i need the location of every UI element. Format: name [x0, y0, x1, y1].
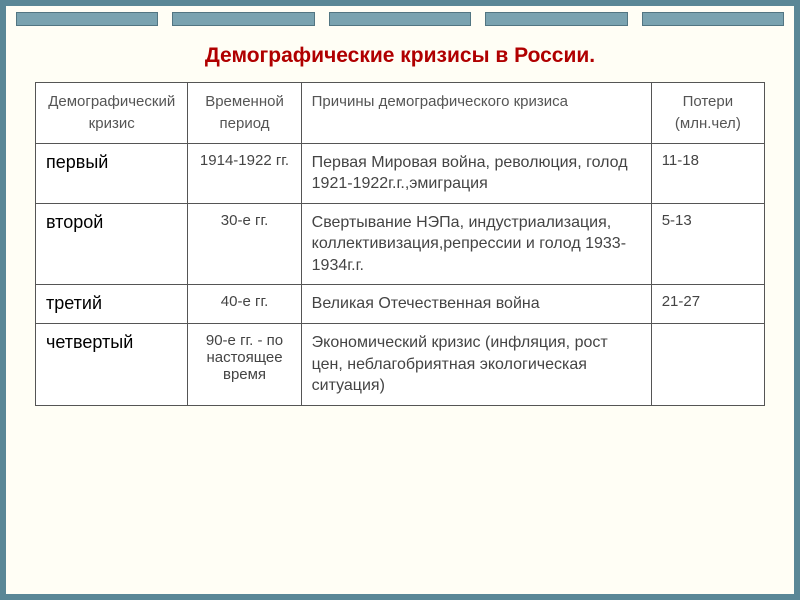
header-period: Временной период — [188, 83, 301, 144]
cell-period: 1914-1922 гг. — [188, 143, 301, 203]
table-row: третий40-е гг.Великая Отечественная войн… — [36, 285, 765, 324]
table-row: второй30-е гг.Свертывание НЭПа, индустри… — [36, 203, 765, 285]
page-title: Демографические кризисы в России. — [6, 44, 794, 68]
cell-losses: 11-18 — [651, 143, 764, 203]
cell-crisis-name: первый — [36, 143, 188, 203]
table-header-row: Демографический кризис Временной период … — [36, 83, 765, 144]
top-bar — [172, 12, 314, 26]
slide-frame: Демографические кризисы в России. Демогр… — [0, 0, 800, 600]
cell-losses — [651, 324, 764, 406]
top-bar — [485, 12, 627, 26]
crises-table: Демографический кризис Временной период … — [35, 82, 765, 406]
header-crisis: Демографический кризис — [36, 83, 188, 144]
cell-period: 40-е гг. — [188, 285, 301, 324]
decorative-top-bars — [6, 6, 794, 26]
cell-losses: 21-27 — [651, 285, 764, 324]
top-bar — [16, 12, 158, 26]
cell-reason: Экономический кризис (инфляция, рост цен… — [301, 324, 651, 406]
cell-crisis-name: четвертый — [36, 324, 188, 406]
top-bar — [642, 12, 784, 26]
cell-reason: Великая Отечественная война — [301, 285, 651, 324]
cell-crisis-name: третий — [36, 285, 188, 324]
cell-crisis-name: второй — [36, 203, 188, 285]
header-losses: Потери (млн.чел) — [651, 83, 764, 144]
table-row: четвертый90-е гг. - по настоящее времяЭк… — [36, 324, 765, 406]
cell-reason: Первая Мировая война, революция, голод 1… — [301, 143, 651, 203]
header-reason: Причины демографического кризиса — [301, 83, 651, 144]
cell-period: 90-е гг. - по настоящее время — [188, 324, 301, 406]
cell-reason: Свертывание НЭПа, индустриализация, колл… — [301, 203, 651, 285]
table-row: первый1914-1922 гг.Первая Мировая война,… — [36, 143, 765, 203]
cell-period: 30-е гг. — [188, 203, 301, 285]
top-bar — [329, 12, 471, 26]
cell-losses: 5-13 — [651, 203, 764, 285]
